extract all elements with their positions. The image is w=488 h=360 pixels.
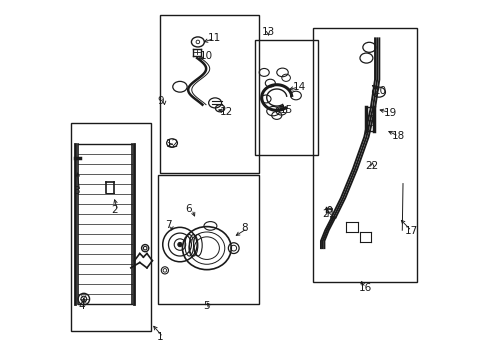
Text: 6: 6 [185,204,192,215]
Text: 18: 18 [391,131,405,141]
Text: 22: 22 [365,161,378,171]
Bar [312,28,416,282]
Text: 10: 10 [199,51,212,61]
Text: 14: 14 [292,82,305,92]
Text: 8: 8 [241,224,247,233]
Text: 2: 2 [111,206,118,216]
Text: 19: 19 [383,108,396,118]
Text: 7: 7 [164,220,171,230]
Bar [255,40,317,155]
Bar [158,175,258,304]
Text: 21: 21 [322,209,335,219]
Bar [160,15,258,173]
Text: 16: 16 [359,283,372,293]
Text: 9: 9 [158,96,164,106]
Text: 11: 11 [207,33,221,43]
Text: 5: 5 [203,301,209,311]
Text: 15: 15 [279,105,292,115]
Bar [70,123,151,330]
Text: 17: 17 [405,226,418,236]
Text: 1: 1 [156,332,163,342]
Text: 12: 12 [219,107,232,117]
Circle shape [178,242,182,247]
Text: 3: 3 [73,186,80,197]
Text: 4: 4 [78,301,84,311]
Text: 20: 20 [373,86,386,96]
Text: 13: 13 [261,27,274,37]
Text: 12: 12 [165,139,179,149]
